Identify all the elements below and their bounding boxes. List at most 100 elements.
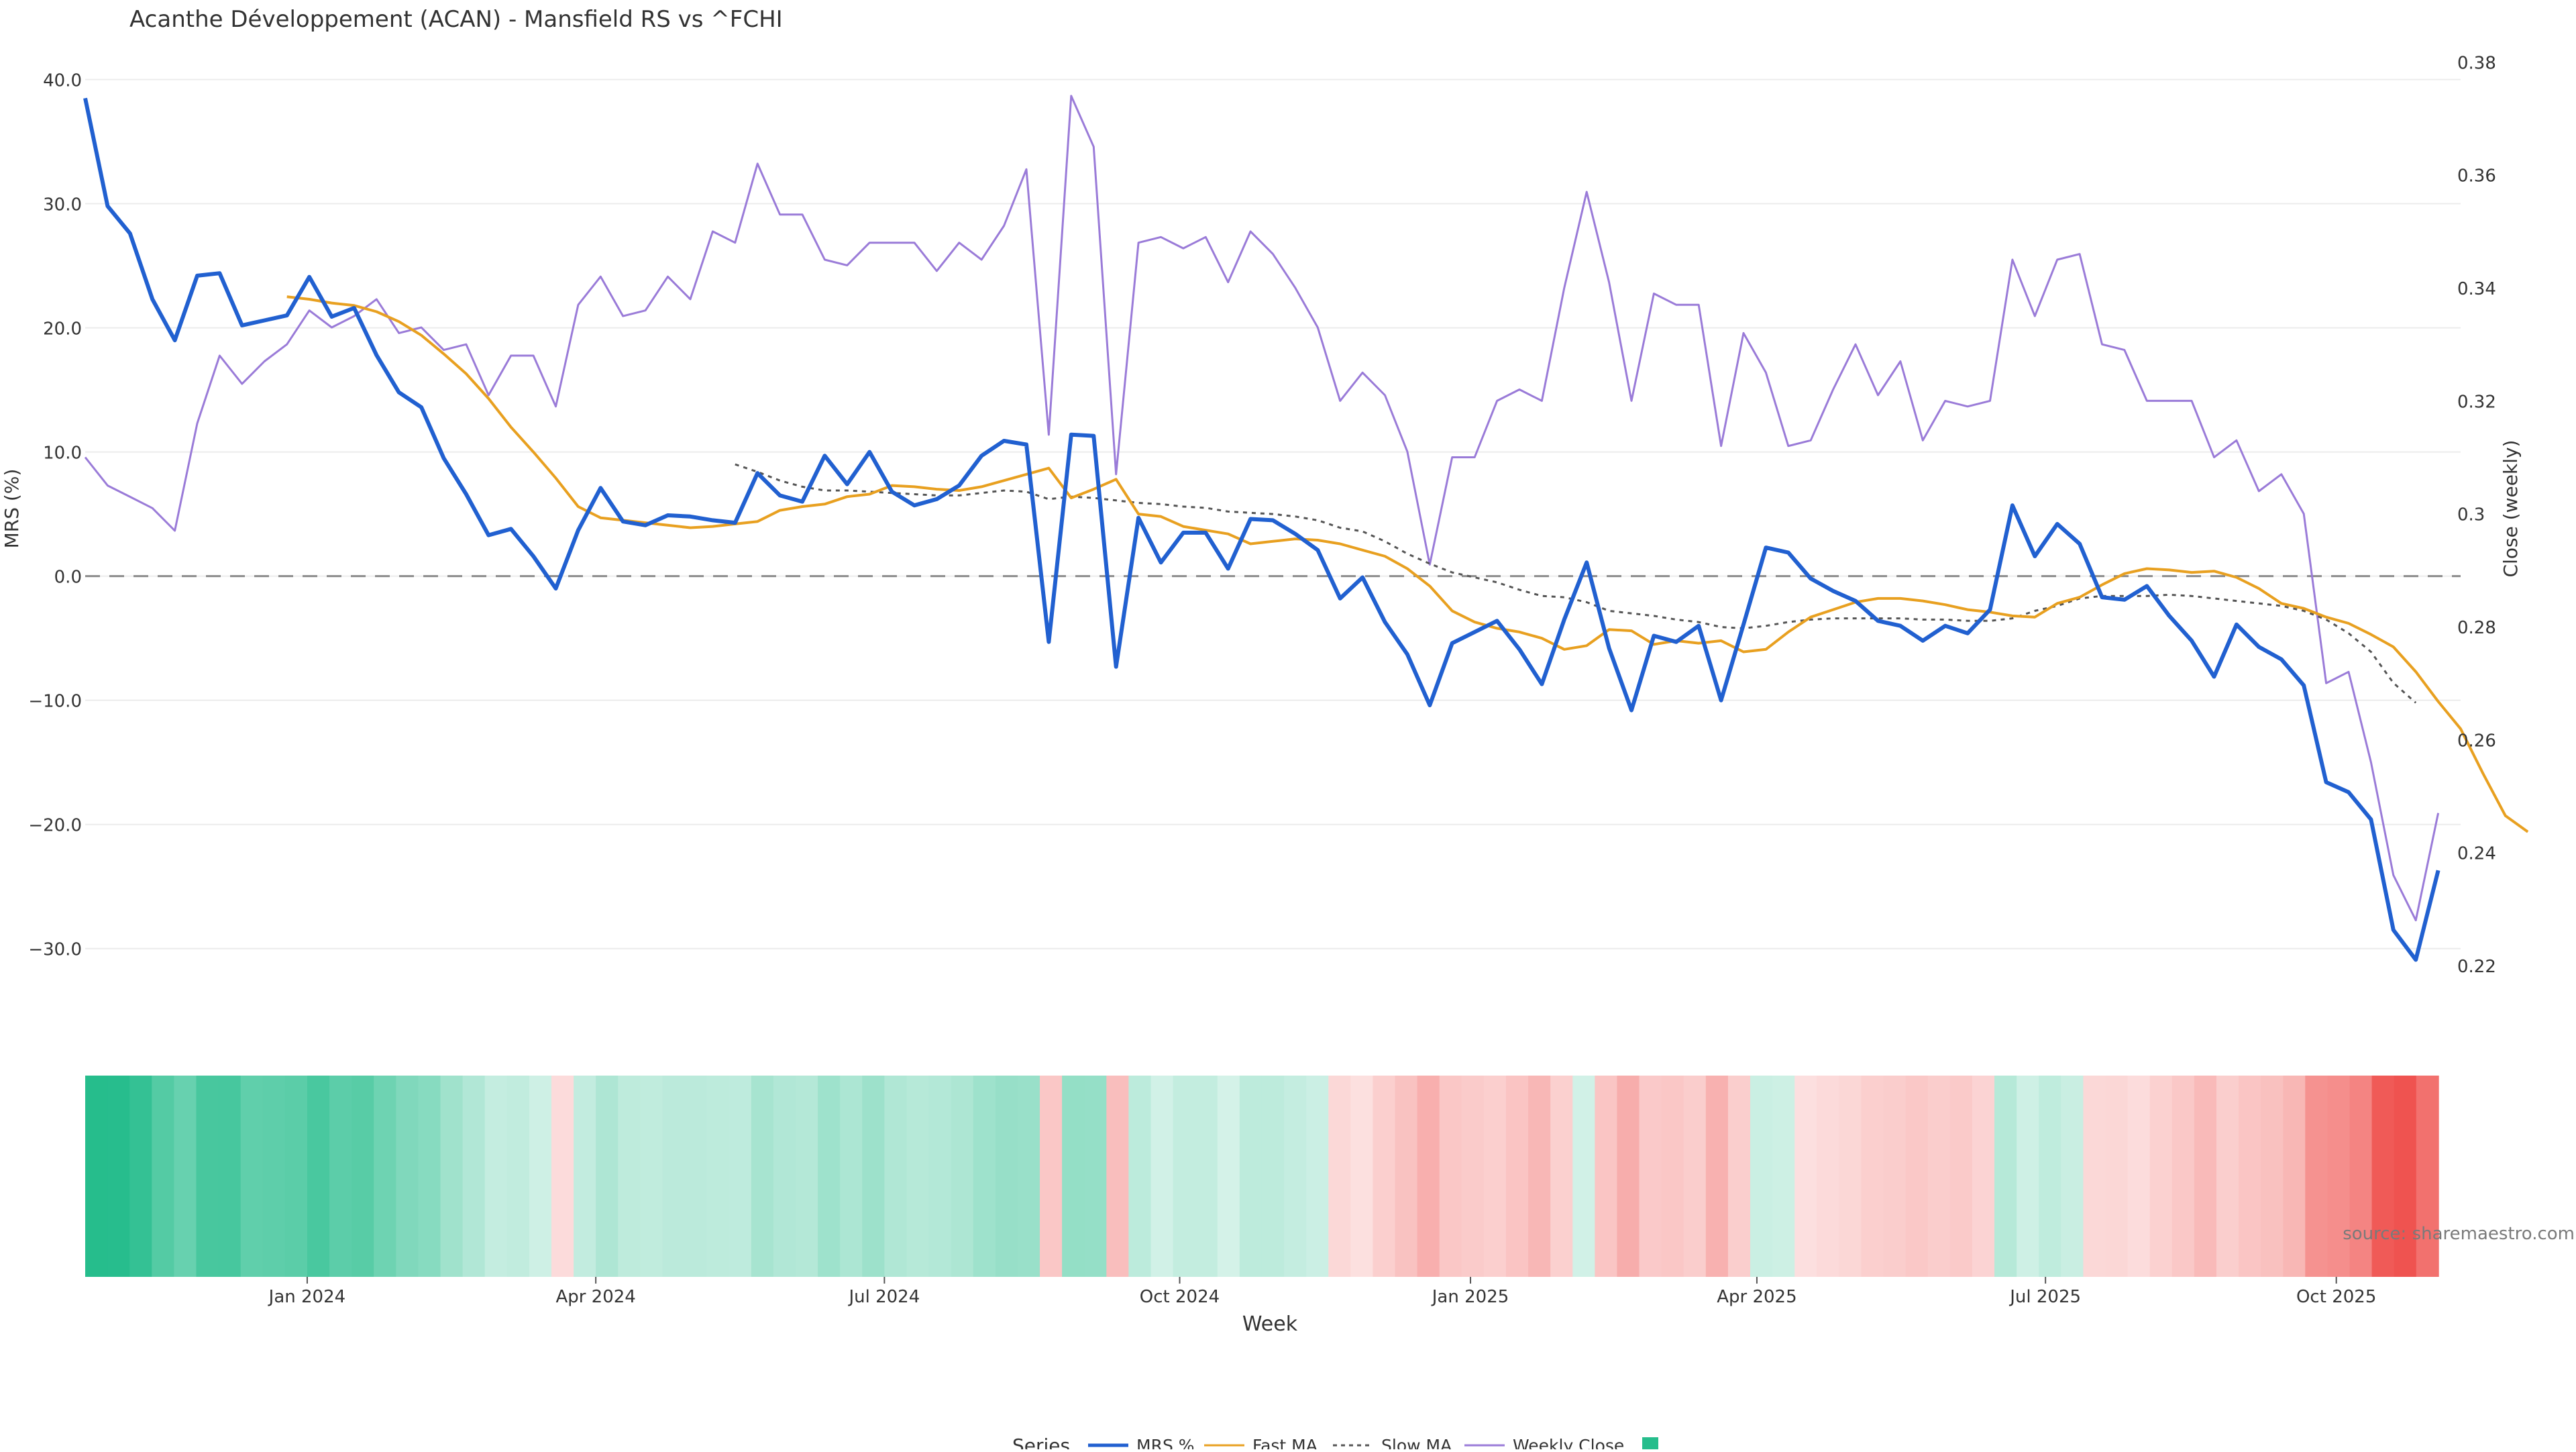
heatmap-cell: [1905, 1076, 1929, 1277]
heatmap-cell: [951, 1076, 974, 1277]
heatmap-cell: [2083, 1076, 2106, 1277]
heatmap-cell: [1106, 1076, 1130, 1277]
heatmap-cell: [440, 1076, 464, 1277]
heatmap-cell: [129, 1076, 153, 1277]
heatmap-cell: [928, 1076, 952, 1277]
heatmap-cell: [2349, 1076, 2373, 1277]
heatmap-cell: [1328, 1076, 1352, 1277]
heatmap-cell: [1817, 1076, 1840, 1277]
heatmap-cell: [1572, 1076, 1596, 1277]
series-lines: [83, 95, 2529, 962]
heatmap-cell: [2149, 1076, 2173, 1277]
heatmap-cell: [1861, 1076, 1884, 1277]
x-tick-label: Apr 2024: [555, 1287, 635, 1307]
heatmap-cell: [529, 1076, 552, 1277]
heatmap-cell: [1239, 1076, 1263, 1277]
heatmap-cell: [1439, 1076, 1462, 1277]
heatmap-cell: [2416, 1076, 2439, 1277]
heatmap-cell: [662, 1076, 686, 1277]
source-label: source: sharemaestro.com: [2343, 1224, 2575, 1244]
y-tick-label: −30.0: [28, 940, 82, 960]
legend: Series MRS % Fast MA Slow MA Weekly Close: [1012, 1435, 1658, 1452]
heatmap-cell: [1595, 1076, 1618, 1277]
heatmap-cell: [2305, 1076, 2328, 1277]
y2-tick-label: 0.32: [2457, 392, 2496, 412]
heatmap-cell: [1705, 1076, 1729, 1277]
heatmap-cell: [2194, 1076, 2217, 1277]
legend-slow-ma-label: Slow MA: [1381, 1436, 1452, 1449]
heatmap-cell: [973, 1076, 996, 1277]
heatmap-cell: [1617, 1076, 1640, 1277]
heatmap-cell: [1128, 1076, 1152, 1277]
heatmap-cell: [2327, 1076, 2351, 1277]
heatmap-cell: [596, 1076, 619, 1277]
heatmap-cell: [773, 1076, 796, 1277]
heatmap-cell: [1306, 1076, 1330, 1277]
heatmap-cell: [640, 1076, 663, 1277]
y2-tick-label: 0.38: [2457, 53, 2496, 73]
heatmap-cell: [1395, 1076, 1418, 1277]
y-tick-label: 0.0: [54, 568, 82, 588]
y2-tick-label: 0.28: [2457, 618, 2496, 638]
heatmap-cell: [1994, 1076, 2017, 1277]
heatmap-cell: [1661, 1076, 1684, 1277]
heatmap-cell: [1261, 1076, 1285, 1277]
heatmap-cell: [618, 1076, 641, 1277]
heatmap-cell: [2216, 1076, 2239, 1277]
y2-axis-label: Close (weekly): [2500, 440, 2522, 578]
y2-tick-label: 0.34: [2457, 279, 2496, 299]
x-tick-label: Apr 2025: [1717, 1287, 1796, 1307]
heatmap-cell: [506, 1076, 530, 1277]
heatmap-cell: [1150, 1076, 1174, 1277]
heatmap-cell: [262, 1076, 286, 1277]
y2-tick-label: 0.22: [2457, 957, 2496, 977]
heatmap-cell: [1373, 1076, 1396, 1277]
legend-weekly-close-label: Weekly Close: [1513, 1436, 1624, 1449]
heatmap-cell: [1794, 1076, 1818, 1277]
heatmap-cell: [396, 1076, 419, 1277]
y2-tick-label: 0.36: [2457, 166, 2496, 187]
heatmap-cell: [818, 1076, 841, 1277]
x-tick-label: Oct 2024: [1140, 1287, 1220, 1307]
heatmap-cell: [1927, 1076, 1951, 1277]
heatmap-cell: [1727, 1076, 1751, 1277]
heatmap-cell: [884, 1076, 908, 1277]
x-tick-label: Jan 2024: [268, 1287, 346, 1307]
heatmap-cell: [2394, 1076, 2417, 1277]
heatmap-cell: [2061, 1076, 2084, 1277]
heatmap-cell: [2371, 1076, 2395, 1277]
heatmap-cell: [196, 1076, 219, 1277]
heatmap-cell: [1017, 1076, 1040, 1277]
heatmap-cell: [2017, 1076, 2040, 1277]
heatmap-cell: [1173, 1076, 1196, 1277]
y-tick-label: 10.0: [43, 444, 82, 464]
heatmap-cell: [2039, 1076, 2062, 1277]
y2-tick-label: 0.24: [2457, 844, 2496, 864]
weekly-close-line: [84, 95, 2440, 922]
fast-ma-line: [286, 295, 2529, 833]
heatmap-cell: [107, 1076, 130, 1277]
heatmap-cell: [1195, 1076, 1218, 1277]
heatmap-cell: [574, 1076, 596, 1277]
heatmap-cell: [751, 1076, 774, 1277]
left-y-axis: 40.0 30.0 20.0 10.0 0.0 −10.0 −20.0 −30.0: [28, 71, 82, 960]
heatmap-cell: [174, 1076, 197, 1277]
heatmap-cell: [462, 1076, 486, 1277]
heatmap-cell: [1550, 1076, 1574, 1277]
heatmap-cell: [484, 1076, 508, 1277]
heatmap-cell: [2239, 1076, 2261, 1277]
y-axis-label: MRS (%): [1, 469, 23, 549]
heatmap-cell: [551, 1076, 574, 1277]
heatmap-cell: [1883, 1076, 1907, 1277]
legend-title: Series: [1012, 1435, 1070, 1449]
heatmap-cell: [284, 1076, 308, 1277]
heatmap-cell: [2283, 1076, 2306, 1277]
right-y-axis: 0.38 0.36 0.34 0.32 0.3 0.28 0.26 0.24 0.22: [2457, 53, 2496, 977]
heatmap-cell: [1949, 1076, 1973, 1277]
heatmap-cell: [1217, 1076, 1240, 1277]
heatmap-cell: [795, 1076, 818, 1277]
heatmap-cell: [240, 1076, 264, 1277]
heatmap-cell: [862, 1076, 885, 1277]
heatmap-cell: [2105, 1076, 2129, 1277]
